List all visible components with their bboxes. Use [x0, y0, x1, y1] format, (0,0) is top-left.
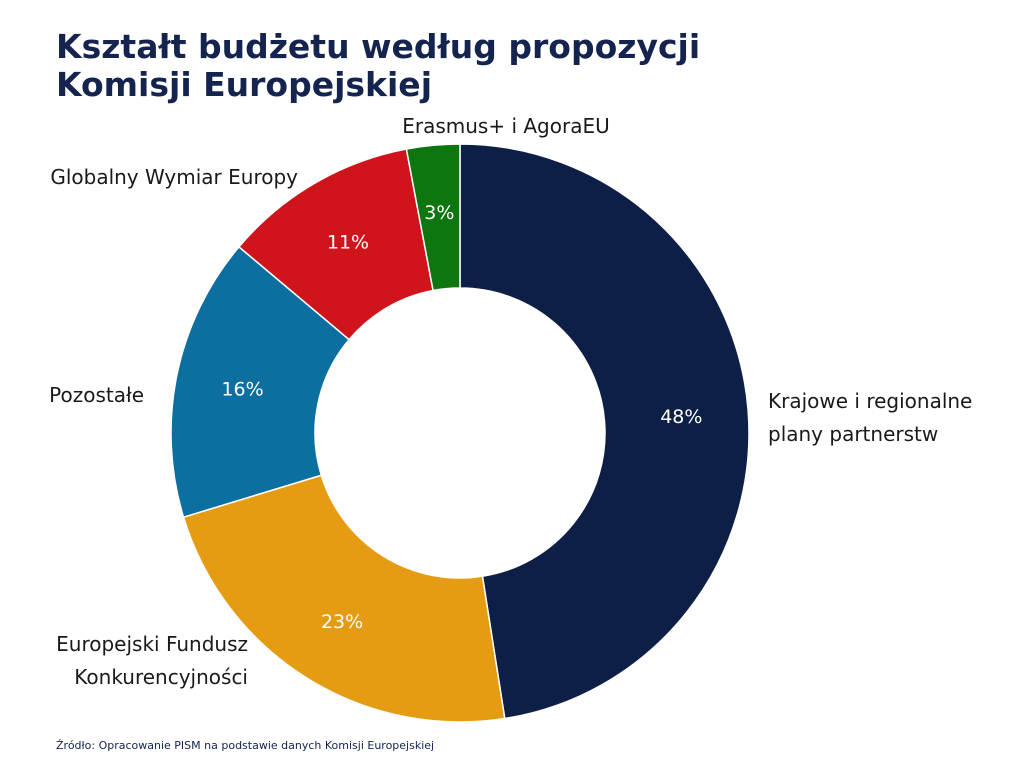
- source-note: Źródło: Opracowanie PISM na podstawie da…: [56, 739, 435, 752]
- category-label: Pozostałe: [49, 383, 144, 407]
- category-label-line: Krajowe i regionalne: [768, 389, 972, 413]
- slice-value-label: 3%: [424, 202, 454, 224]
- category-label: Krajowe i regionalne plany partnerstw: [768, 389, 972, 446]
- category-label: Erasmus+ i AgoraEU: [402, 114, 610, 138]
- category-label: Globalny Wymiar Europy: [50, 165, 298, 189]
- category-label-line: Pozostałe: [49, 383, 144, 407]
- slice-value-label: 48%: [660, 406, 702, 428]
- donut-slice: [170, 245, 351, 519]
- donut-slice: [405, 143, 461, 292]
- donut-slice: [459, 143, 750, 720]
- chart-title-line-1: Kształt budżetu według propozycji: [56, 27, 701, 66]
- category-label-line: Europejski Fundusz: [56, 632, 248, 656]
- category-label-line: plany partnerstw: [768, 422, 938, 446]
- slice-value-label: 23%: [321, 611, 363, 633]
- category-label-line: Globalny Wymiar Europy: [50, 165, 298, 189]
- category-label-line: Konkurencyjności: [74, 665, 248, 689]
- donut-slice: [182, 474, 506, 723]
- category-label-line: Erasmus+ i AgoraEU: [402, 114, 610, 138]
- chart-title-line-2: Komisji Europejskiej: [56, 65, 433, 104]
- slice-value-label: 16%: [221, 378, 263, 400]
- chart-title: Kształt budżetu według propozycji Komisj…: [56, 28, 700, 104]
- category-label: Europejski Fundusz Konkurencyjności: [56, 632, 248, 689]
- slice-value-label: 11%: [327, 231, 369, 253]
